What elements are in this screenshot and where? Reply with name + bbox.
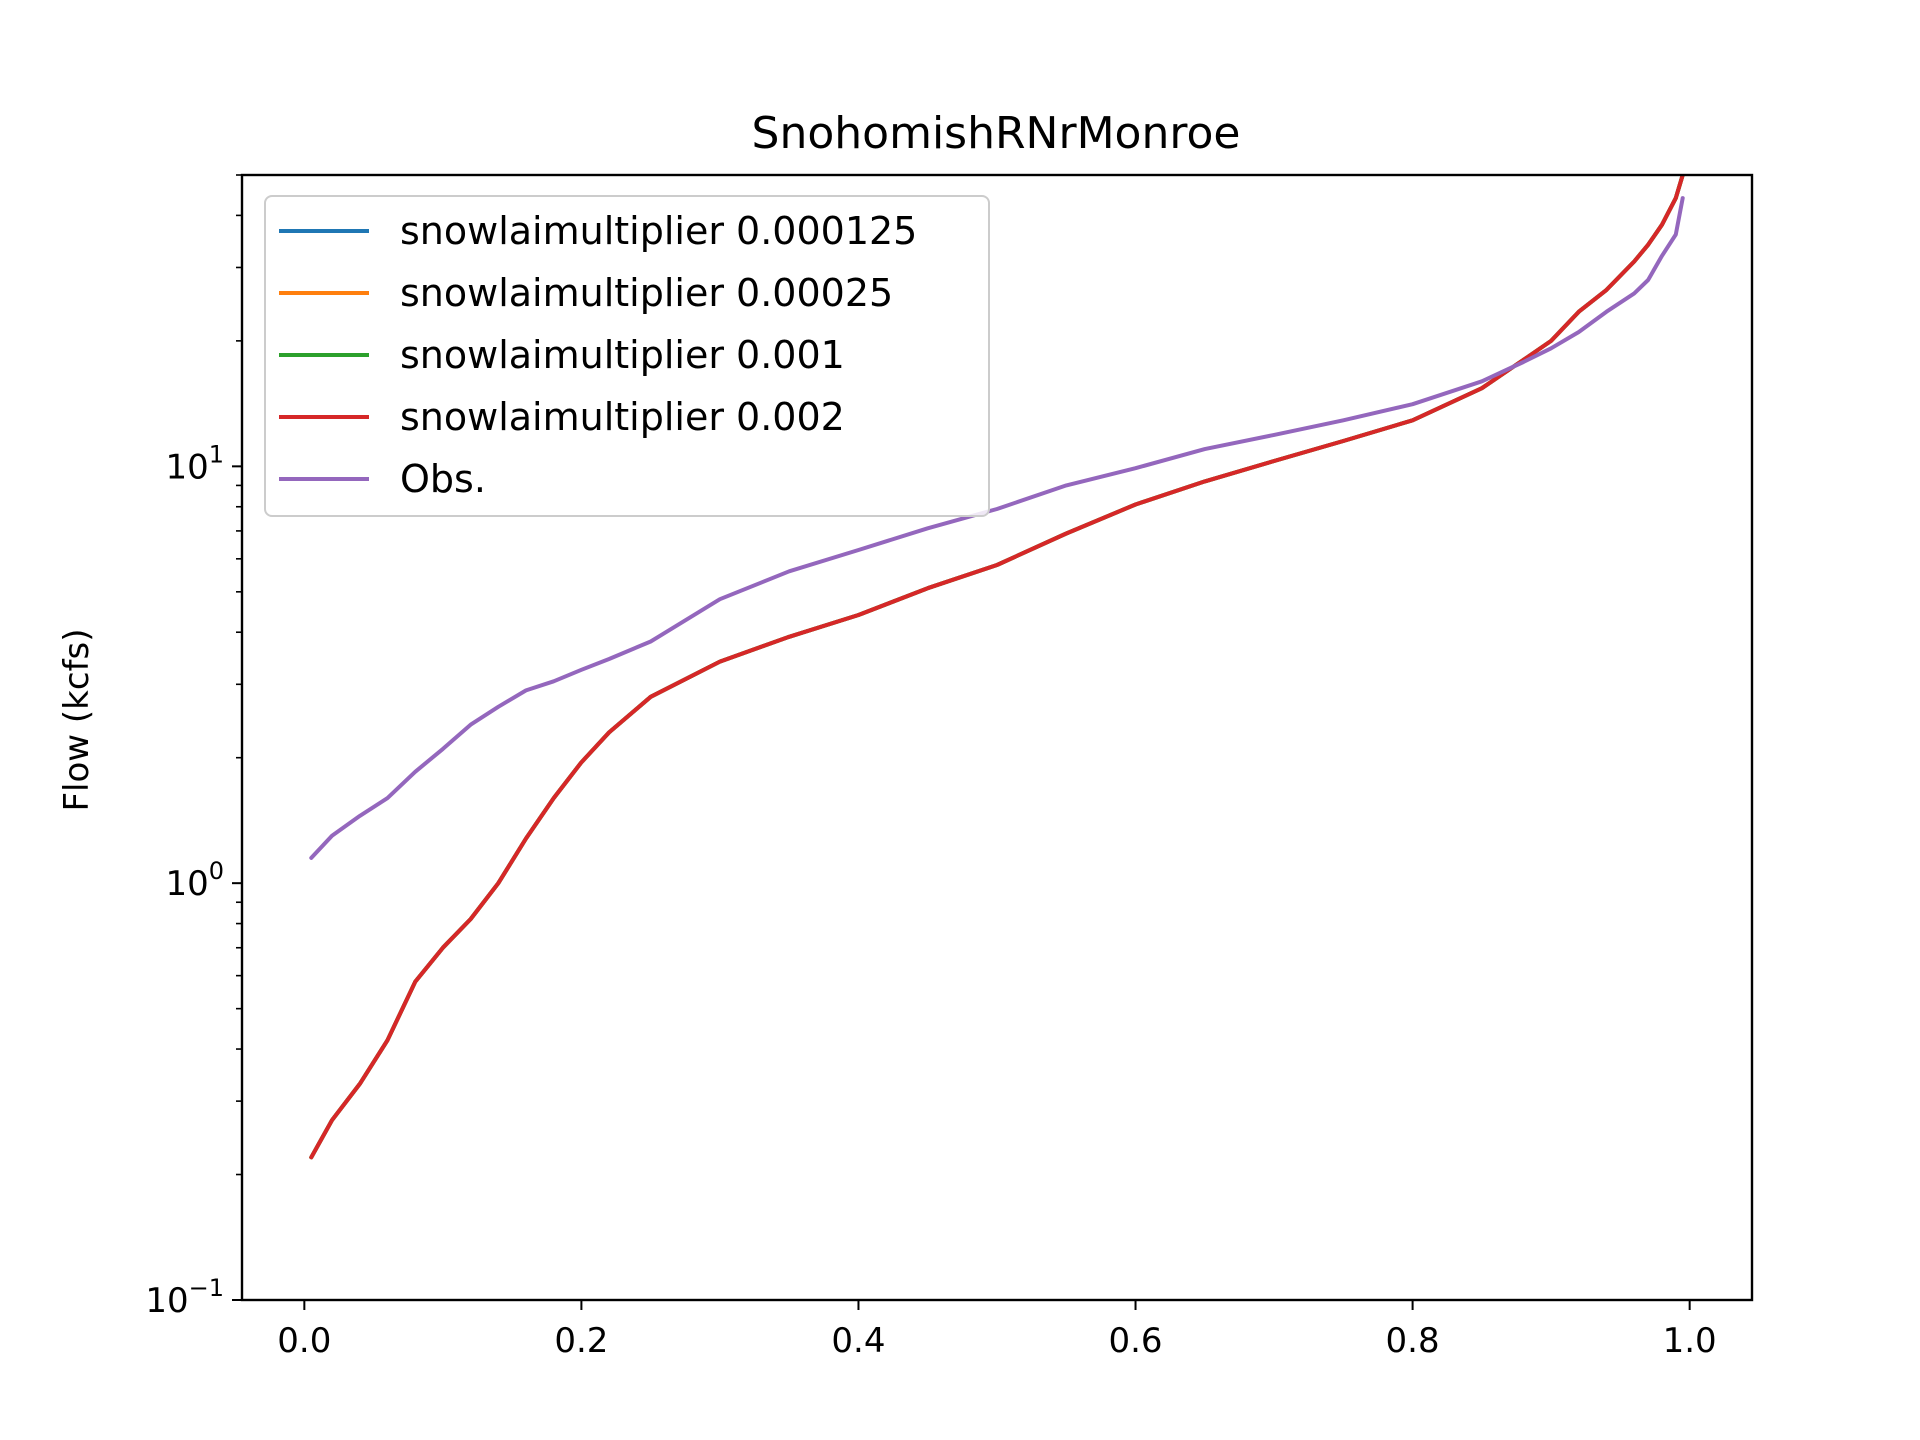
y-axis-label: Flow (kcfs) xyxy=(57,628,97,811)
series-layer xyxy=(309,175,1685,1160)
x-tick-label-3: 0.6 xyxy=(1108,1321,1162,1361)
x-tick-label-0: 0.0 xyxy=(277,1321,331,1361)
x-tick-label-5: 1.0 xyxy=(1663,1321,1717,1361)
legend: snowlaimultiplier 0.000125 snowlaimultipl… xyxy=(264,195,990,517)
y-axis: 10−1 100 101 xyxy=(145,174,242,1321)
x-tick-label-1: 0.2 xyxy=(554,1321,608,1361)
legend-label-1: snowlaimultiplier 0.00025 xyxy=(400,271,893,315)
legend-box xyxy=(264,195,990,517)
series-line-3 xyxy=(309,175,1685,1160)
x-tick-label-4: 0.8 xyxy=(1386,1321,1440,1361)
x-axis: 0.0 0.2 0.4 0.6 0.8 1.0 xyxy=(277,1300,1717,1361)
x-tick-label-2: 0.4 xyxy=(831,1321,885,1361)
chart-title: SnohomishRNrMonroe xyxy=(752,108,1241,159)
plot-frame xyxy=(240,173,1754,1302)
plot-area xyxy=(309,175,1685,1160)
y-tick-label-2: 101 xyxy=(165,440,224,487)
legend-label-4: Obs. xyxy=(400,457,486,501)
y-tick-label-1: 100 xyxy=(165,857,224,904)
y-tick-label-0: 10−1 xyxy=(145,1274,224,1321)
legend-label-2: snowlaimultiplier 0.001 xyxy=(400,333,845,377)
legend-label-0: snowlaimultiplier 0.000125 xyxy=(400,209,917,253)
series-line-4 xyxy=(309,196,1685,860)
legend-label-3: snowlaimultiplier 0.002 xyxy=(400,395,845,439)
